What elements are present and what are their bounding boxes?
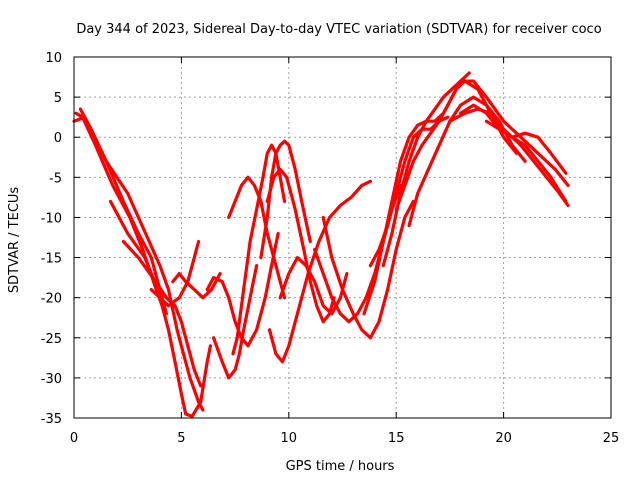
- y-tick-label: -35: [41, 412, 62, 427]
- x-tick-labels: 0 5 10 15 20 25: [70, 431, 619, 446]
- series-line-pass-7: [171, 272, 222, 300]
- x-tick-label: 25: [603, 431, 620, 446]
- series-line-pass-20: [381, 79, 570, 268]
- series-line-pass-15: [278, 256, 349, 316]
- series-group: [72, 71, 570, 418]
- y-tick-label: -20: [41, 292, 62, 307]
- y-tick-labels: -35 -30 -25 -20 -15 -10 -5 0 5 10: [41, 51, 62, 427]
- grid: [74, 57, 611, 418]
- series-line-pass-25: [448, 107, 570, 207]
- x-tick-label: 0: [70, 431, 78, 446]
- series-line-pass-17: [321, 199, 415, 340]
- y-tick-label: 0: [54, 131, 62, 146]
- plot-frame: [73, 56, 612, 419]
- series-line-pass-14: [267, 179, 372, 364]
- series-line-pass-24: [484, 119, 568, 175]
- y-tick-label: -10: [41, 211, 62, 226]
- x-tick-label: 5: [177, 431, 185, 446]
- series-line-pass-4: [108, 199, 212, 418]
- x-tick-label: 10: [281, 431, 298, 446]
- series-line-pass-10: [227, 175, 287, 300]
- y-tick-label: -15: [41, 252, 62, 267]
- x-tick-label: 15: [388, 431, 405, 446]
- series-line-pass-9: [212, 264, 259, 380]
- y-tick-label: -5: [49, 171, 62, 186]
- y-tick-label: -25: [41, 332, 62, 347]
- x-tick-label: 20: [495, 431, 512, 446]
- y-tick-label: 10: [45, 51, 62, 66]
- y-tick-label: -30: [41, 372, 62, 387]
- y-tick-label: 5: [54, 91, 62, 106]
- series-line-pass-5: [121, 239, 203, 388]
- chart-title: Day 344 of 2023, Sidereal Day-to-day VTE…: [76, 22, 601, 37]
- y-axis-title: SDTVAR / TECUs: [7, 187, 22, 294]
- series-line-pass-13: [265, 167, 336, 324]
- axis-ticks: [73, 56, 612, 419]
- series-line-pass-6: [149, 239, 201, 308]
- x-axis-title: GPS time / hours: [286, 459, 395, 474]
